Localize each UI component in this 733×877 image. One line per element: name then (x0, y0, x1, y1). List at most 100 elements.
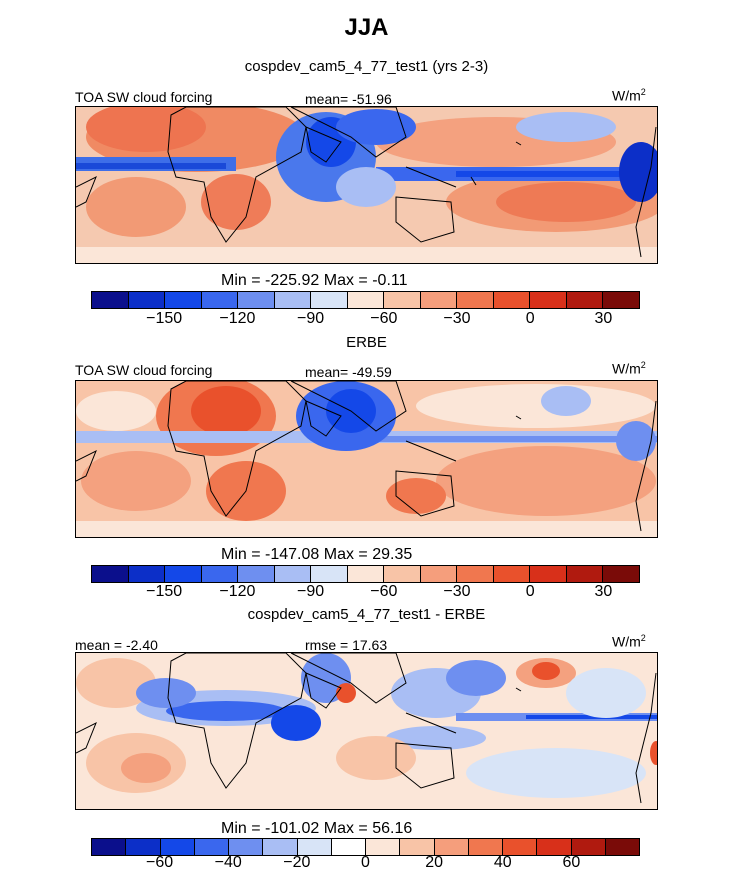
colorbar-swatch (128, 566, 166, 582)
panel2-units: W/m2 (612, 360, 646, 377)
colorbar-swatch (400, 839, 435, 855)
colorbar-tick-label: −30 (443, 310, 471, 327)
panel1-units-text: W/m (612, 87, 641, 104)
panel1-subtitle: cospdev_cam5_4_77_test1 (yrs 2-3) (244, 58, 489, 75)
colorbar-tick-label: −150 (146, 583, 183, 600)
colorbar-tick-label: 0 (361, 854, 370, 871)
panel2-min-label: Min = (221, 546, 261, 563)
panel3-min-label: Min = (221, 820, 261, 837)
panel2-max-value: 29.35 (372, 546, 413, 563)
colorbar-swatch (297, 839, 332, 855)
panel2-mean-label: mean= (305, 364, 349, 380)
colorbar-swatch (201, 566, 239, 582)
colorbar-swatch (603, 292, 639, 308)
colorbar-swatch (274, 566, 312, 582)
panel2-max-label: Max = (323, 546, 368, 563)
panel1-min-value: -225.92 (265, 272, 320, 289)
colorbar-tick-label: 20 (425, 854, 444, 871)
colorbar-swatch (274, 292, 312, 308)
colorbar-swatch (420, 566, 458, 582)
panel1-mean: mean= -51.96 (305, 91, 392, 107)
colorbar-tick-label: 30 (594, 583, 613, 600)
colorbar-swatch (347, 292, 385, 308)
colorbar-swatch (434, 839, 469, 855)
panel3-max-label: Max = (323, 820, 368, 837)
panel1-units: W/m2 (612, 87, 646, 104)
colorbar-swatch (457, 566, 494, 582)
panel1-mean-label: mean= (305, 91, 349, 107)
colorbar-swatch (603, 566, 639, 582)
colorbar-tick-label: −60 (370, 583, 398, 600)
colorbar-swatch (493, 566, 531, 582)
colorbar-swatch (384, 292, 421, 308)
colorbar-swatch (263, 839, 298, 855)
colorbar-swatch (420, 292, 458, 308)
colorbar-swatch (201, 292, 239, 308)
colorbar-swatch (468, 839, 503, 855)
colorbar-tick-label: −60 (370, 310, 398, 327)
colorbar-tick-label: −60 (146, 854, 174, 871)
colorbar-swatch (566, 292, 604, 308)
panel1-min-label: Min = (221, 272, 261, 289)
panel3-mean-label: mean = (75, 637, 123, 653)
panel3-units-text: W/m (612, 633, 641, 650)
panel3-subtitle: cospdev_cam5_4_77_test1 - ERBE (247, 606, 486, 623)
colorbar-swatch (126, 839, 161, 855)
panel1-variable-label: TOA SW cloud forcing (75, 89, 213, 105)
panel2-units-text: W/m (612, 360, 641, 377)
colorbar-tick-label: −90 (297, 310, 325, 327)
colorbar-swatch (229, 839, 264, 855)
panel2-colorbar (91, 565, 640, 583)
panel3-minmax: Min = -101.02 Max = 56.16 (221, 820, 412, 838)
colorbar-swatch (311, 292, 348, 308)
panel1-minmax: Min = -225.92 Max = -0.11 (221, 272, 408, 290)
panel1-mean-value: -51.96 (352, 91, 392, 107)
colorbar-tick-label: −120 (219, 583, 256, 600)
colorbar-tick-label: −90 (297, 583, 325, 600)
colorbar-swatch (457, 292, 494, 308)
colorbar-tick-label: 0 (525, 310, 535, 327)
panel3-map (75, 652, 658, 810)
colorbar-swatch (165, 566, 202, 582)
colorbar-tick-label: −30 (443, 583, 471, 600)
colorbar-swatch (537, 839, 572, 855)
panel1-max-label: Max = (323, 272, 368, 289)
colorbar-swatch (366, 839, 401, 855)
colorbar-swatch (165, 292, 202, 308)
colorbar-swatch (503, 839, 538, 855)
panel3-rmse-label: rmse = (305, 637, 349, 653)
panel2-minmax: Min = -147.08 Max = 29.35 (221, 546, 412, 564)
panel3-max-value: 56.16 (372, 820, 413, 837)
panel3-units: W/m2 (612, 633, 646, 650)
colorbar-swatch (331, 839, 366, 855)
panel1-units-sup: 2 (640, 87, 646, 97)
colorbar-swatch (92, 839, 127, 855)
panel2-map (75, 380, 658, 538)
colorbar-tick-label: −20 (283, 854, 311, 871)
colorbar-swatch (238, 292, 275, 308)
colorbar-swatch (92, 566, 129, 582)
panel1-map (75, 106, 658, 264)
panel2-min-value: -147.08 (265, 546, 320, 563)
colorbar-swatch (128, 292, 166, 308)
panel2-mean-value: -49.59 (352, 364, 392, 380)
panel3-rmse: rmse = 17.63 (305, 637, 387, 653)
colorbar-tick-label: 60 (562, 854, 581, 871)
colorbar-swatch (311, 566, 348, 582)
colorbar-tick-label: 40 (493, 854, 512, 871)
panel2-units-sup: 2 (640, 360, 646, 370)
colorbar-swatch (92, 292, 129, 308)
colorbar-tick-label: −120 (219, 310, 256, 327)
colorbar-swatch (571, 839, 606, 855)
colorbar-swatch (347, 566, 385, 582)
panel1-colorbar (91, 291, 640, 309)
page-title: JJA (344, 14, 389, 41)
panel3-mean-value: -2.40 (125, 637, 158, 653)
panel2-subtitle: ERBE (346, 334, 387, 351)
colorbar-swatch (605, 839, 639, 855)
colorbar-tick-label: −150 (146, 310, 183, 327)
colorbar-swatch (238, 566, 275, 582)
colorbar-tick-label: 0 (525, 583, 535, 600)
colorbar-swatch (566, 566, 604, 582)
colorbar-tick-label: −40 (214, 854, 242, 871)
